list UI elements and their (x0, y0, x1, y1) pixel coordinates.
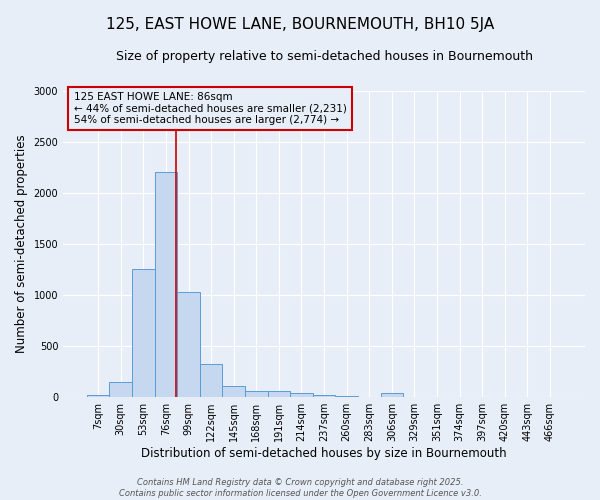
Text: 125 EAST HOWE LANE: 86sqm
← 44% of semi-detached houses are smaller (2,231)
54% : 125 EAST HOWE LANE: 86sqm ← 44% of semi-… (74, 92, 346, 126)
Title: Size of property relative to semi-detached houses in Bournemouth: Size of property relative to semi-detach… (116, 50, 533, 63)
Bar (335, 396, 358, 397)
Text: 125, EAST HOWE LANE, BOURNEMOUTH, BH10 5JA: 125, EAST HOWE LANE, BOURNEMOUTH, BH10 5… (106, 18, 494, 32)
Bar (290, 393, 313, 397)
Bar (268, 390, 290, 397)
Text: Contains HM Land Registry data © Crown copyright and database right 2025.
Contai: Contains HM Land Registry data © Crown c… (119, 478, 481, 498)
Bar (403, 396, 426, 397)
Bar (132, 270, 155, 397)
Bar (155, 172, 177, 397)
Bar (313, 395, 335, 397)
X-axis label: Distribution of semi-detached houses by size in Bournemouth: Distribution of semi-detached houses by … (141, 447, 507, 460)
Bar (223, 386, 245, 397)
Bar (245, 390, 268, 397)
Bar (87, 395, 109, 397)
Bar (358, 396, 380, 397)
Bar (380, 393, 403, 397)
Bar (109, 382, 132, 397)
Y-axis label: Number of semi-detached properties: Number of semi-detached properties (15, 134, 28, 353)
Bar (200, 364, 223, 397)
Bar (177, 292, 200, 397)
